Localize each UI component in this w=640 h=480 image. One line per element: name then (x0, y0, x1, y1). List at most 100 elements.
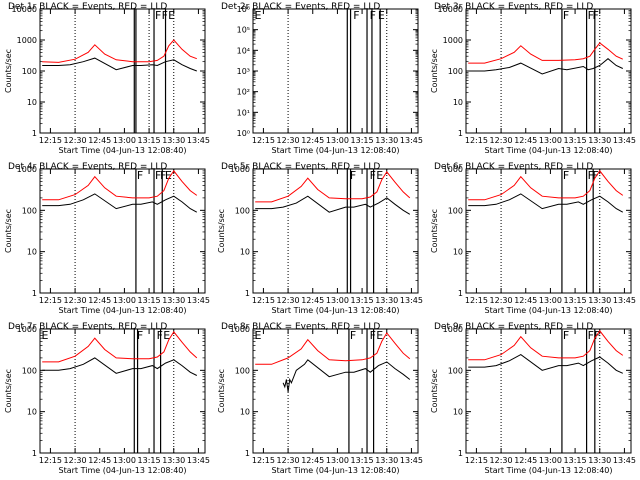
det-2r-x-tick-label: 13:45 (400, 136, 423, 145)
det-4r-x-axis-label: Start Time (04-Jun-13 12:08:40) (59, 306, 187, 315)
det-5r-x-tick-label: 13:15 (351, 296, 374, 305)
det-2r-x-axis-label: Start Time (04-Jun-13 12:08:40) (272, 146, 400, 155)
det-3r-x-axis-label: Start Time (04-Jun-13 12:08:40) (485, 146, 613, 155)
det-1r-y-tick-label: 1000 (17, 36, 37, 45)
det-3r-x-tick-label: 13:00 (539, 136, 562, 145)
panel-det-5r: Det 5r BLACK = Events, RED = LLD 1 10 100 10… (213, 160, 426, 320)
det-1r-x-tick-label: 12:30 (64, 136, 87, 145)
chart-det-9r: Det 9r BLACK = Events, RED = LLD 1 10 100 10… (430, 322, 636, 475)
det-6r-x-tick-label: 13:15 (564, 296, 587, 305)
det-7r-y-tick-label: 1 (32, 449, 37, 458)
det-5r-x-axis-label: Start Time (04-Jun-13 12:08:40) (272, 306, 400, 315)
det-9r-series-lld (468, 330, 624, 361)
det-4r-x-tick-label: 13:45 (187, 296, 210, 305)
det-4r-title: Det 4r BLACK = Events, RED = LLD (8, 162, 167, 172)
det-9r-y-tick-label: 1000 (443, 325, 463, 334)
det-3r-flag-f: F (593, 9, 599, 22)
det-8r-x-tick-label: 12:15 (252, 456, 275, 465)
det-8r-x-tick-label: 13:30 (375, 456, 398, 465)
det-8r-y-axis-label: Counts/sec (217, 369, 226, 413)
det-3r-y-axis-label: Counts/sec (430, 49, 439, 93)
det-3r-flag-f: F (588, 9, 594, 22)
det-2r-flag-e: E (255, 9, 262, 22)
det-5r-x-tick-label: 12:15 (252, 296, 275, 305)
det-3r-x-tick-label: 12:30 (490, 136, 513, 145)
det-2r-plot-frame (252, 8, 419, 134)
det-5r-y-tick-label: 100 (235, 206, 250, 215)
det-8r-title: Det 8r BLACK = Events, RED = LLD (221, 322, 380, 332)
det-8r-flag-e: E (376, 329, 383, 342)
det-5r-x-tick-label: 13:45 (400, 296, 423, 305)
det-4r-flag-f: F (137, 169, 143, 182)
panel-det-4r: Det 4r BLACK = Events, RED = LLD 1 10 100 10… (0, 160, 213, 320)
det-8r-flag-f: F (370, 329, 376, 342)
det-9r-x-tick-label: 13:30 (588, 456, 611, 465)
det-6r-x-axis-label: Start Time (04-Jun-13 12:08:40) (485, 306, 613, 315)
det-1r-series-lld (42, 39, 197, 63)
det-2r-title: Det 2r BLACK = Events, RED = LLD (221, 2, 380, 12)
det-7r-title: Det 7r BLACK = Events, RED = LLD (8, 322, 167, 332)
det-7r-x-tick-label: 13:00 (113, 456, 136, 465)
det-6r-x-tick-label: 13:45 (613, 296, 636, 305)
det-2r-y-tick-label: 10⁰ (237, 129, 250, 138)
det-7r-x-tick-label: 12:15 (39, 456, 62, 465)
det-3r-x-tick-label: 12:45 (514, 136, 537, 145)
det-1r-y-tick-label: 1 (32, 129, 37, 138)
panel-det-7r: Det 7r BLACK = Events, RED = LLD 1 10 100 10… (0, 320, 213, 480)
det-6r-y-axis-label: Counts/sec (430, 209, 439, 253)
det-8r-y-tick-label: 100 (235, 366, 250, 375)
det-8r-y-tick-label: 1 (245, 449, 250, 458)
chart-det-6r: Det 6r BLACK = Events, RED = LLD 1 10 100 10… (430, 162, 636, 315)
det-3r-y-tick-label: 10000 (438, 5, 463, 14)
det-6r-series-events (468, 193, 624, 213)
det-6r-flag-f: F (563, 169, 569, 182)
det-2r-y-tick-label: 10⁵ (237, 26, 250, 35)
chart-det-8r: Det 8r BLACK = Events, RED = LLD 1 10 100 10… (217, 322, 423, 475)
det-9r-y-tick-label: 1 (458, 449, 463, 458)
det-7r-y-tick-label: 100 (22, 366, 37, 375)
det-8r-x-axis-label: Start Time (04-Jun-13 12:08:40) (272, 466, 400, 475)
det-5r-x-tick-label: 13:00 (326, 296, 349, 305)
det-4r-x-tick-label: 12:45 (88, 296, 111, 305)
det-8r-x-tick-label: 12:30 (277, 456, 300, 465)
det-5r-flag-f: F (350, 169, 356, 182)
det-9r-x-tick-label: 12:45 (514, 456, 537, 465)
det-4r-flag-e: E (165, 169, 172, 182)
det-9r-y-axis-label: Counts/sec (430, 369, 439, 413)
det-4r-series-lld (42, 170, 198, 201)
det-2r-x-tick-label: 12:30 (277, 136, 300, 145)
det-3r-x-tick-label: 13:45 (613, 136, 636, 145)
det-1r-y-tick-label: 10 (27, 98, 37, 107)
panel-det-3r: Det 3r BLACK = Events, RED = LLD 1 10 100 10… (426, 0, 639, 160)
det-5r-series-events (255, 195, 411, 215)
det-7r-series-lld (42, 331, 198, 363)
det-4r-plot-frame (39, 168, 206, 294)
chart-det-5r: Det 5r BLACK = Events, RED = LLD 1 10 100 10… (217, 162, 423, 315)
det-6r-title: Det 6r BLACK = Events, RED = LLD (434, 162, 593, 172)
det-9r-y-tick-label: 10 (453, 408, 463, 417)
det-2r-x-tick-label: 13:00 (326, 136, 349, 145)
det-4r-y-tick-label: 10 (27, 248, 37, 257)
det-7r-x-tick-label: 13:15 (138, 456, 161, 465)
det-9r-flag-f: F (594, 329, 600, 342)
panel-det-6r: Det 6r BLACK = Events, RED = LLD 1 10 100 10… (426, 160, 639, 320)
det-1r-x-tick-label: 13:30 (162, 136, 185, 145)
det-5r-flag-f: F (370, 169, 376, 182)
det-1r-plot-frame (39, 8, 206, 134)
det-7r-x-tick-label: 13:45 (187, 456, 210, 465)
det-1r-x-axis-label: Start Time (04-Jun-13 12:08:40) (59, 146, 187, 155)
det-6r-x-tick-label: 13:30 (588, 296, 611, 305)
det-6r-series-lld (468, 170, 624, 201)
det-9r-title: Det 9r BLACK = Events, RED = LLD (434, 322, 593, 332)
det-7r-x-tick-label: 13:30 (162, 456, 185, 465)
det-2r-flag-e: E (378, 9, 385, 22)
det-8r-flag-f: F (350, 329, 356, 342)
det-5r-y-tick-label: 10 (240, 248, 250, 257)
det-8r-series-events (282, 359, 411, 392)
det-6r-y-tick-label: 1 (458, 289, 463, 298)
det-2r-x-tick-label: 12:15 (252, 136, 275, 145)
det-7r-x-tick-label: 12:30 (64, 456, 87, 465)
det-2r-y-tick-label: 10³ (237, 67, 250, 76)
det-1r-flag-e: E (168, 9, 175, 22)
det-2r-y-tick-label: 10⁴ (237, 46, 250, 55)
